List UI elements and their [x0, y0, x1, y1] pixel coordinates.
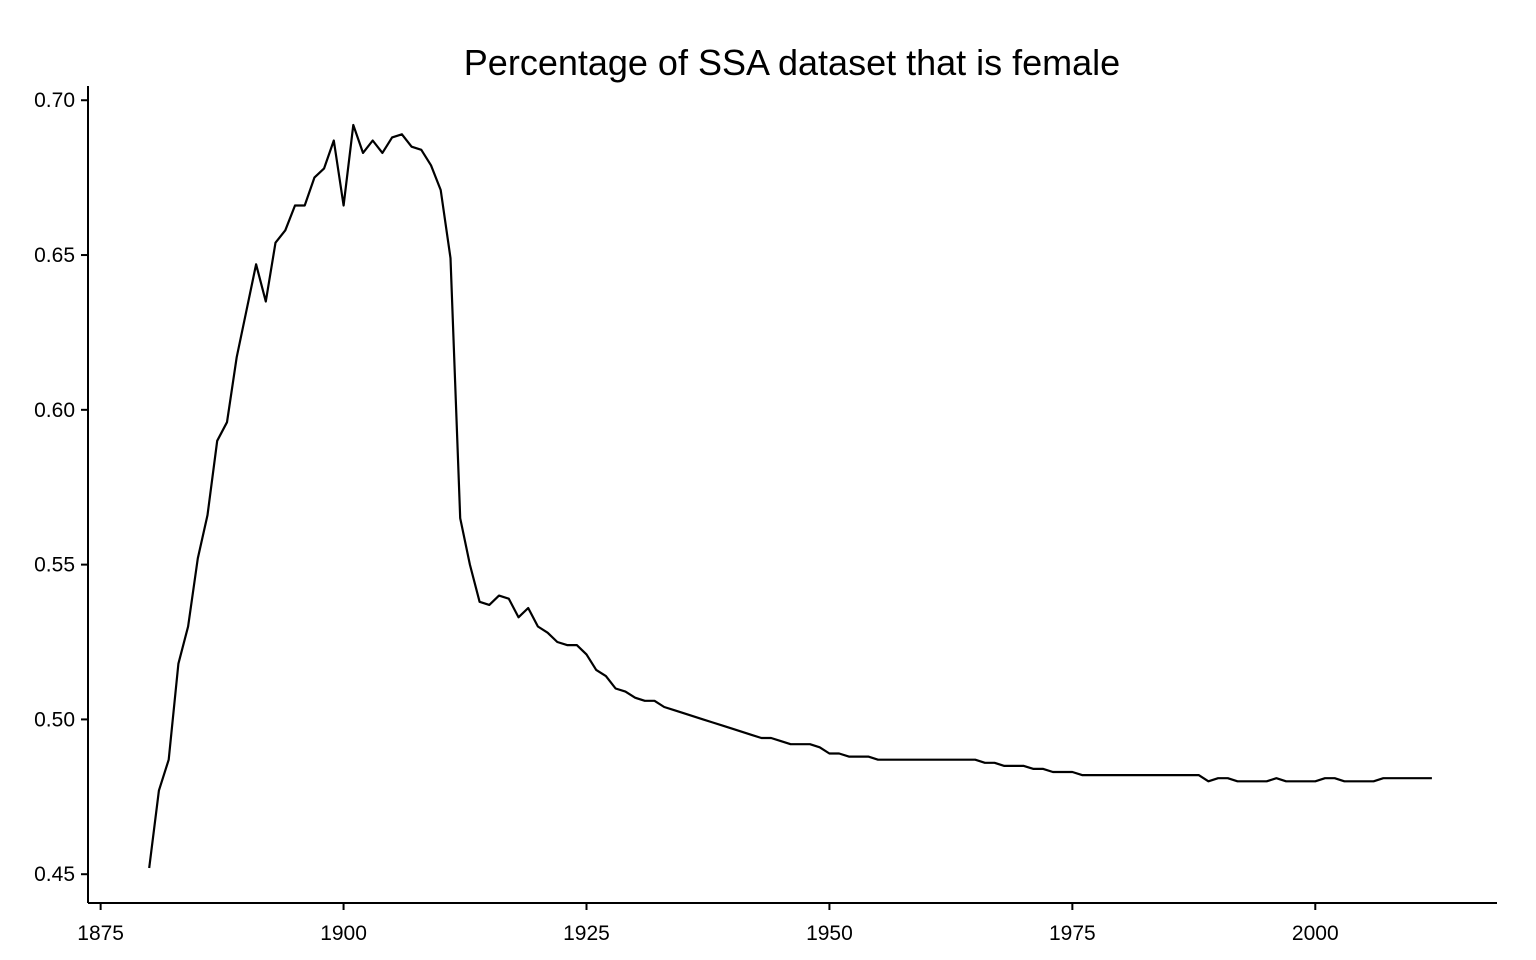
- x-tick-label: 1975: [1049, 922, 1096, 945]
- x-tick-label: 1875: [77, 922, 124, 945]
- y-tick-label: 0.65: [34, 244, 75, 267]
- y-tick-label: 0.50: [34, 708, 75, 731]
- y-tick-label: 0.70: [34, 89, 75, 112]
- series-line: [148, 123, 1432, 869]
- y-tick-label: 0.60: [34, 399, 75, 422]
- y-tick-label: 0.45: [34, 863, 75, 886]
- x-axis: 1875 1900 1925 1950 1975 2000: [77, 902, 1497, 945]
- plot-area: [148, 123, 1432, 869]
- x-tick-label: 1925: [563, 922, 610, 945]
- x-tick-label: 2000: [1292, 922, 1339, 945]
- y-tick-label: 0.55: [34, 554, 75, 577]
- y-axis: 0.45 0.50 0.55 0.60 0.65 0.70: [34, 86, 89, 903]
- chart-title: Percentage of SSA dataset that is female: [464, 42, 1120, 83]
- x-tick-label: 1900: [320, 922, 367, 945]
- x-tick-label: 1950: [806, 922, 853, 945]
